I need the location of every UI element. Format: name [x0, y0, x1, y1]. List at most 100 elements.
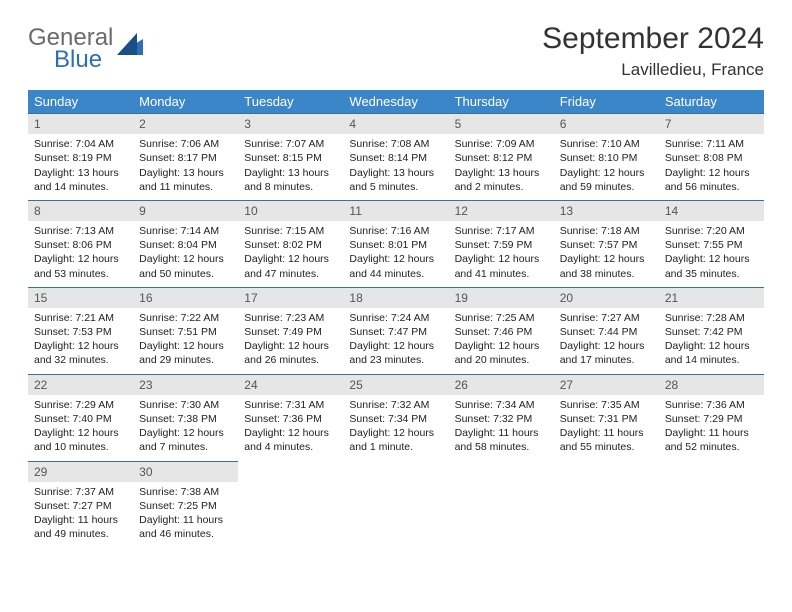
- sunrise-text: Sunrise: 7:18 AM: [560, 224, 653, 238]
- calendar-table: Sunday Monday Tuesday Wednesday Thursday…: [28, 90, 764, 547]
- sunset-text: Sunset: 7:59 PM: [455, 238, 548, 252]
- sunset-text: Sunset: 7:40 PM: [34, 412, 127, 426]
- day-details: Sunrise: 7:28 AMSunset: 7:42 PMDaylight:…: [659, 308, 764, 374]
- day-number: 11: [343, 200, 448, 221]
- daylight-text: and 52 minutes.: [665, 440, 758, 454]
- day-details: Sunrise: 7:14 AMSunset: 8:04 PMDaylight:…: [133, 221, 238, 287]
- calendar-day-cell: 24Sunrise: 7:31 AMSunset: 7:36 PMDayligh…: [238, 374, 343, 461]
- sunrise-text: Sunrise: 7:20 AM: [665, 224, 758, 238]
- day-number: 13: [554, 200, 659, 221]
- day-number: 16: [133, 287, 238, 308]
- sunset-text: Sunset: 7:42 PM: [665, 325, 758, 339]
- sunrise-text: Sunrise: 7:09 AM: [455, 137, 548, 151]
- sunset-text: Sunset: 7:49 PM: [244, 325, 337, 339]
- sunset-text: Sunset: 8:04 PM: [139, 238, 232, 252]
- calendar-week-row: 1Sunrise: 7:04 AMSunset: 8:19 PMDaylight…: [28, 113, 764, 200]
- day-number: 20: [554, 287, 659, 308]
- daylight-text: and 7 minutes.: [139, 440, 232, 454]
- calendar-day-cell: 3Sunrise: 7:07 AMSunset: 8:15 PMDaylight…: [238, 113, 343, 200]
- calendar-day-cell: 9Sunrise: 7:14 AMSunset: 8:04 PMDaylight…: [133, 200, 238, 287]
- calendar-day-cell: 16 Sunrise: 7:22 AMSunset: 7:51 PMDayligh…: [133, 287, 238, 374]
- sunset-text: Sunset: 8:19 PM: [34, 151, 127, 165]
- day-details: Sunrise: 7:20 AMSunset: 7:55 PMDaylight:…: [659, 221, 764, 287]
- daylight-text: and 44 minutes.: [349, 267, 442, 281]
- daylight-text: and 2 minutes.: [455, 180, 548, 194]
- day-details: Sunrise: 7:23 AMSunset: 7:49 PMDaylight:…: [238, 308, 343, 374]
- day-details: Sunrise: 7:18 AMSunset: 7:57 PMDaylight:…: [554, 221, 659, 287]
- daylight-text: and 5 minutes.: [349, 180, 442, 194]
- sunset-text: Sunset: 7:46 PM: [455, 325, 548, 339]
- calendar-day-cell: 17Sunrise: 7:23 AMSunset: 7:49 PMDayligh…: [238, 287, 343, 374]
- day-details: Sunrise: 7:31 AMSunset: 7:36 PMDaylight:…: [238, 395, 343, 461]
- daylight-text: Daylight: 12 hours: [139, 339, 232, 353]
- daylight-text: Daylight: 11 hours: [665, 426, 758, 440]
- calendar-day-cell: 13Sunrise: 7:18 AMSunset: 7:57 PMDayligh…: [554, 200, 659, 287]
- day-details: Sunrise: 7:08 AMSunset: 8:14 PMDaylight:…: [343, 134, 448, 200]
- weekday-header: Friday: [554, 90, 659, 113]
- day-number: 17: [238, 287, 343, 308]
- sunset-text: Sunset: 7:57 PM: [560, 238, 653, 252]
- header: General Blue September 2024 Lavilledieu,…: [28, 22, 764, 80]
- daylight-text: Daylight: 12 hours: [139, 426, 232, 440]
- sunset-text: Sunset: 7:51 PM: [139, 325, 232, 339]
- sunrise-text: Sunrise: 7:34 AM: [455, 398, 548, 412]
- calendar-day-cell: 12Sunrise: 7:17 AMSunset: 7:59 PMDayligh…: [449, 200, 554, 287]
- day-number: 7: [659, 113, 764, 134]
- sunrise-text: Sunrise: 7:32 AM: [349, 398, 442, 412]
- calendar-day-cell: 4Sunrise: 7:08 AMSunset: 8:14 PMDaylight…: [343, 113, 448, 200]
- day-number: 4: [343, 113, 448, 134]
- daylight-text: Daylight: 13 hours: [244, 166, 337, 180]
- day-number: 14: [659, 200, 764, 221]
- day-details: Sunrise: 7:35 AMSunset: 7:31 PMDaylight:…: [554, 395, 659, 461]
- calendar-day-cell: 29Sunrise: 7:37 AMSunset: 7:27 PMDayligh…: [28, 461, 133, 548]
- day-number: 12: [449, 200, 554, 221]
- daylight-text: and 50 minutes.: [139, 267, 232, 281]
- sunset-text: Sunset: 8:14 PM: [349, 151, 442, 165]
- weekday-header-row: Sunday Monday Tuesday Wednesday Thursday…: [28, 90, 764, 113]
- day-number: 5: [449, 113, 554, 134]
- logo-word2: Blue: [54, 48, 113, 72]
- sunset-text: Sunset: 7:38 PM: [139, 412, 232, 426]
- day-details: Sunrise: 7:17 AMSunset: 7:59 PMDaylight:…: [449, 221, 554, 287]
- sunset-text: Sunset: 7:34 PM: [349, 412, 442, 426]
- sunrise-text: Sunrise: 7:17 AM: [455, 224, 548, 238]
- daylight-text: Daylight: 12 hours: [560, 339, 653, 353]
- day-details: Sunrise: 7:04 AMSunset: 8:19 PMDaylight:…: [28, 134, 133, 200]
- daylight-text: Daylight: 12 hours: [244, 426, 337, 440]
- daylight-text: and 41 minutes.: [455, 267, 548, 281]
- daylight-text: Daylight: 12 hours: [349, 252, 442, 266]
- daylight-text: and 49 minutes.: [34, 527, 127, 541]
- calendar-day-cell: [343, 461, 448, 548]
- calendar-day-cell: 25Sunrise: 7:32 AMSunset: 7:34 PMDayligh…: [343, 374, 448, 461]
- daylight-text: Daylight: 12 hours: [560, 252, 653, 266]
- daylight-text: and 17 minutes.: [560, 353, 653, 367]
- sunrise-text: Sunrise: 7:23 AM: [244, 311, 337, 325]
- sunrise-text: Sunrise: 7:27 AM: [560, 311, 653, 325]
- day-number: 28: [659, 374, 764, 395]
- day-details: Sunrise: 7:10 AMSunset: 8:10 PMDaylight:…: [554, 134, 659, 200]
- day-number: 6: [554, 113, 659, 134]
- calendar-day-cell: [238, 461, 343, 548]
- sunset-text: Sunset: 7:25 PM: [139, 499, 232, 513]
- daylight-text: Daylight: 12 hours: [34, 252, 127, 266]
- day-details: Sunrise: 7:37 AMSunset: 7:27 PMDaylight:…: [28, 482, 133, 548]
- calendar-day-cell: 21Sunrise: 7:28 AMSunset: 7:42 PMDayligh…: [659, 287, 764, 374]
- day-details: Sunrise: 7:13 AMSunset: 8:06 PMDaylight:…: [28, 221, 133, 287]
- day-number: 30: [133, 461, 238, 482]
- calendar-day-cell: 15Sunrise: 7:21 AMSunset: 7:53 PMDayligh…: [28, 287, 133, 374]
- calendar-day-cell: 14Sunrise: 7:20 AMSunset: 7:55 PMDayligh…: [659, 200, 764, 287]
- calendar-day-cell: 28Sunrise: 7:36 AMSunset: 7:29 PMDayligh…: [659, 374, 764, 461]
- calendar-day-cell: 8Sunrise: 7:13 AMSunset: 8:06 PMDaylight…: [28, 200, 133, 287]
- day-details: Sunrise: 7:36 AMSunset: 7:29 PMDaylight:…: [659, 395, 764, 461]
- day-details: Sunrise: 7:24 AMSunset: 7:47 PMDaylight:…: [343, 308, 448, 374]
- daylight-text: and 26 minutes.: [244, 353, 337, 367]
- calendar-day-cell: [449, 461, 554, 548]
- day-number: 8: [28, 200, 133, 221]
- sunrise-text: Sunrise: 7:22 AM: [139, 311, 232, 325]
- daylight-text: and 56 minutes.: [665, 180, 758, 194]
- sunrise-text: Sunrise: 7:25 AM: [455, 311, 548, 325]
- day-number: 25: [343, 374, 448, 395]
- sunset-text: Sunset: 7:55 PM: [665, 238, 758, 252]
- sunrise-text: Sunrise: 7:28 AM: [665, 311, 758, 325]
- page-subtitle: Lavilledieu, France: [542, 60, 764, 80]
